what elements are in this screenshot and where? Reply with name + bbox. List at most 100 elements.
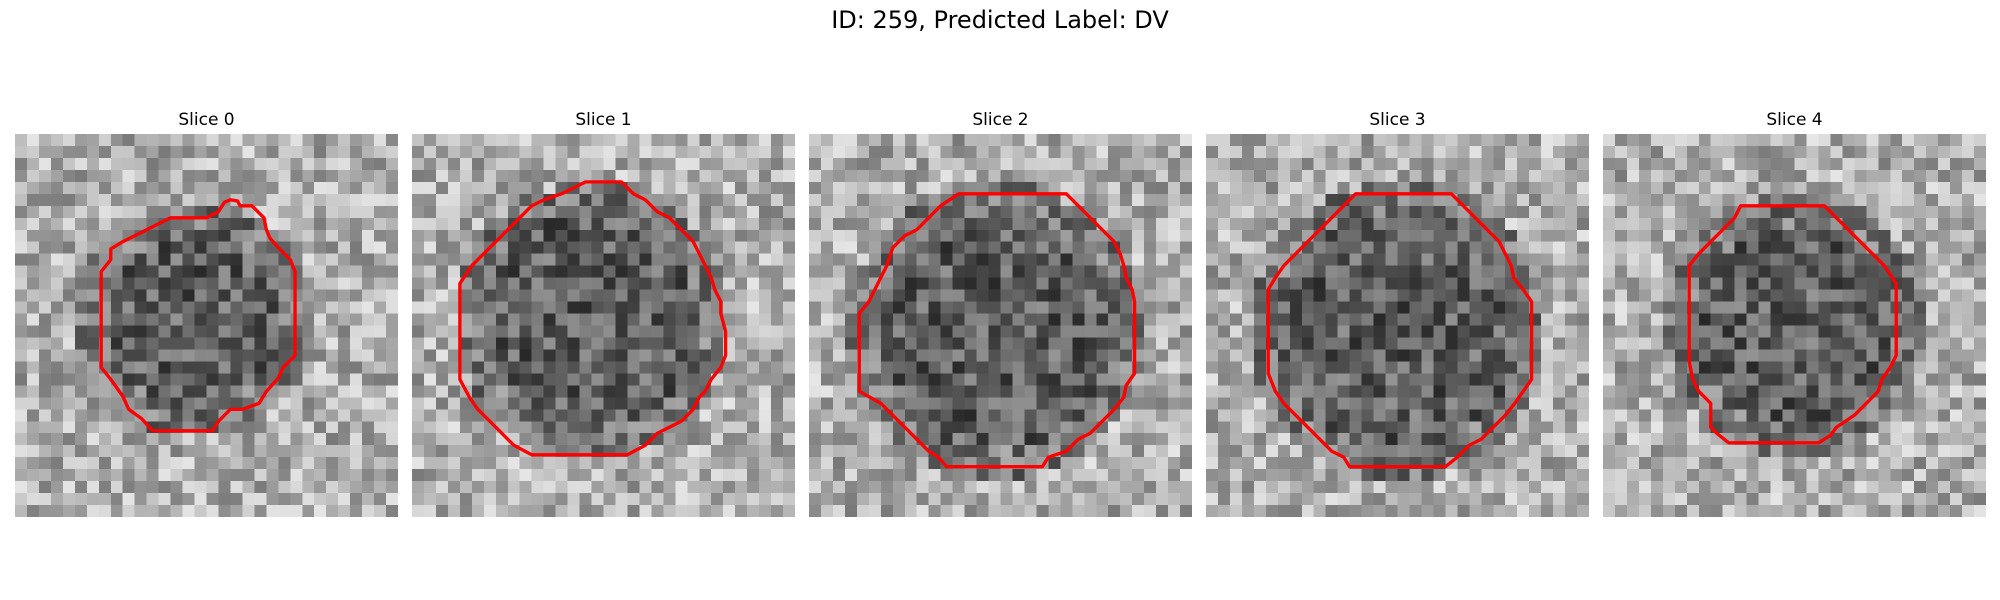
image-pixel xyxy=(182,433,195,446)
image-pixel xyxy=(218,241,231,254)
image-pixel xyxy=(880,229,894,242)
image-pixel xyxy=(809,421,822,434)
image-pixel xyxy=(832,241,846,254)
image-pixel xyxy=(1782,217,1795,230)
image-pixel xyxy=(278,409,291,422)
image-pixel xyxy=(1626,361,1640,374)
image-pixel xyxy=(603,265,616,278)
image-pixel xyxy=(338,409,351,422)
image-pixel xyxy=(1206,505,1219,517)
image-pixel xyxy=(1229,181,1243,195)
image-pixel xyxy=(1770,337,1783,350)
image-pixel xyxy=(1385,505,1398,517)
image-pixel xyxy=(735,157,748,171)
image-pixel xyxy=(170,433,183,446)
image-pixel xyxy=(1144,253,1157,266)
image-pixel xyxy=(567,229,580,242)
image-pixel xyxy=(1830,145,1843,159)
image-pixel xyxy=(110,337,123,350)
image-pixel xyxy=(412,421,425,434)
image-pixel xyxy=(326,361,339,374)
image-pixel xyxy=(134,157,147,171)
image-pixel xyxy=(1866,157,1879,171)
image-pixel xyxy=(555,205,568,219)
image-pixel xyxy=(747,145,760,159)
image-pixel xyxy=(1794,409,1807,422)
image-pixel xyxy=(1325,337,1338,350)
image-pixel xyxy=(1698,217,1711,230)
image-pixel xyxy=(627,337,640,350)
image-pixel xyxy=(759,457,772,470)
image-pixel xyxy=(170,229,183,242)
image-pixel xyxy=(1866,325,1879,338)
image-pixel xyxy=(1638,409,1652,422)
image-pixel xyxy=(386,373,398,386)
image-pixel xyxy=(1072,361,1085,374)
image-pixel xyxy=(880,301,894,314)
image-pixel xyxy=(783,229,795,242)
image-pixel xyxy=(1433,373,1446,386)
image-pixel xyxy=(26,313,40,326)
image-pixel xyxy=(1626,253,1640,266)
image-pixel xyxy=(1349,157,1362,171)
image-pixel xyxy=(723,445,736,458)
image-pixel xyxy=(663,301,676,314)
image-pixel xyxy=(459,253,473,266)
image-pixel xyxy=(459,361,473,374)
image-pixel xyxy=(1866,229,1879,242)
image-pixel xyxy=(1024,421,1037,434)
image-pixel xyxy=(302,145,315,159)
image-pixel xyxy=(374,145,387,159)
image-pixel xyxy=(1060,229,1073,242)
image-pixel xyxy=(820,445,834,458)
image-pixel xyxy=(1902,397,1915,410)
image-pixel xyxy=(663,433,676,446)
image-pixel xyxy=(1493,457,1506,470)
image-pixel xyxy=(110,409,123,422)
image-pixel xyxy=(1926,134,1939,147)
image-pixel xyxy=(1180,409,1192,422)
image-pixel xyxy=(1914,205,1927,219)
image-pixel xyxy=(423,385,437,398)
image-pixel xyxy=(483,325,497,338)
image-pixel xyxy=(1168,385,1181,398)
image-pixel xyxy=(1289,385,1302,398)
image-pixel xyxy=(1517,433,1530,446)
image-pixel xyxy=(1397,157,1410,171)
image-pixel xyxy=(615,253,628,266)
image-pixel xyxy=(1902,361,1915,374)
image-pixel xyxy=(940,505,953,517)
image-pixel xyxy=(230,445,243,458)
image-pixel xyxy=(1072,457,1085,470)
image-pixel xyxy=(62,145,76,159)
image-pixel xyxy=(206,289,219,302)
segmentation-contour xyxy=(99,198,297,433)
image-pixel xyxy=(1469,397,1482,410)
image-pixel xyxy=(1541,145,1554,159)
image-pixel xyxy=(627,265,640,278)
image-pixel xyxy=(1614,157,1628,171)
image-pixel xyxy=(1505,421,1518,434)
image-pixel xyxy=(567,409,580,422)
image-pixel xyxy=(507,397,520,410)
image-pixel xyxy=(1096,145,1109,159)
image-pixel xyxy=(1421,229,1434,242)
image-pixel xyxy=(1337,277,1350,290)
image-pixel xyxy=(1505,205,1518,219)
image-pixel xyxy=(1217,433,1231,446)
image-pixel xyxy=(1890,265,1903,278)
image-pixel xyxy=(856,481,870,494)
image-pixel xyxy=(856,193,870,207)
image-pixel xyxy=(591,409,604,422)
image-pixel xyxy=(1830,289,1843,302)
image-pixel xyxy=(1614,337,1628,350)
image-pixel xyxy=(1674,145,1688,159)
image-pixel xyxy=(1229,145,1243,159)
image-pixel xyxy=(1012,181,1025,195)
image-pixel xyxy=(771,361,784,374)
image-pixel xyxy=(50,397,64,410)
image-pixel xyxy=(1325,289,1338,302)
image-pixel xyxy=(771,385,784,398)
image-pixel xyxy=(1517,134,1530,147)
image-pixel xyxy=(447,325,461,338)
